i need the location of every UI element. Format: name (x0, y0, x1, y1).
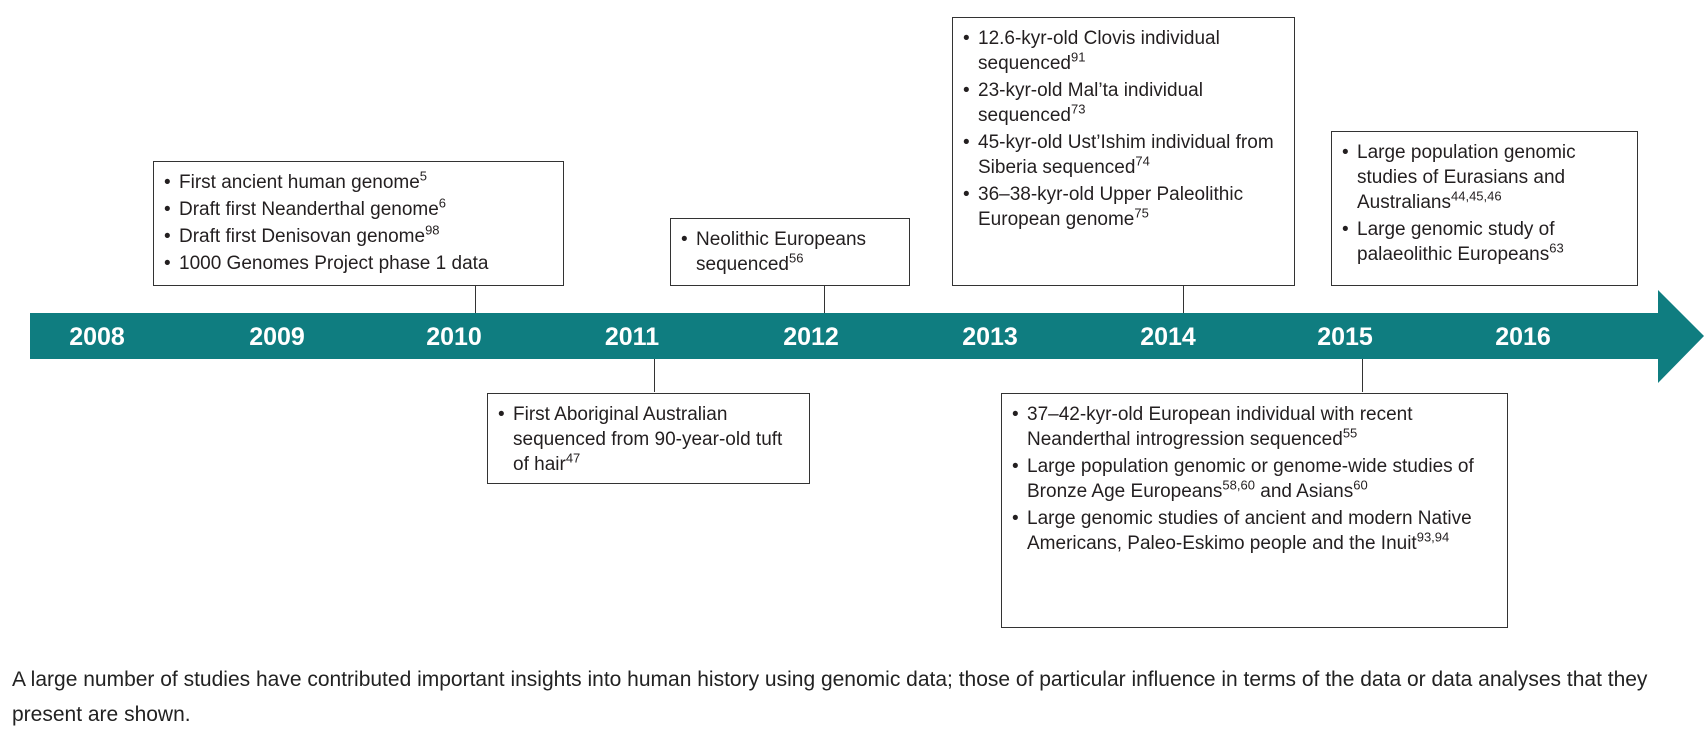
timeline-arrow (30, 290, 1704, 383)
event-box-2010: First ancient human genome5 Draft first … (153, 161, 564, 286)
event-item: 1000 Genomes Project phase 1 data (164, 251, 555, 276)
event-item: Large genomic studies of ancient and mod… (1012, 506, 1499, 556)
connector-2014 (1183, 286, 1184, 313)
event-box-2015: 37–42-kyr-old European individual with r… (1001, 393, 1508, 628)
connector-2015 (1362, 359, 1363, 392)
year-label-2012: 2012 (783, 323, 839, 351)
year-label-2008: 2008 (69, 323, 125, 351)
year-label-2015: 2015 (1317, 323, 1373, 351)
timeline-arrow-body (30, 290, 1704, 383)
event-item: 23-kyr-old Mal’ta individual sequenced73 (963, 78, 1286, 128)
year-label-2014: 2014 (1140, 323, 1196, 351)
year-label-2010: 2010 (426, 323, 482, 351)
event-item: Large population genomic studies of Eura… (1342, 140, 1629, 215)
event-box-2012: Neolithic Europeans sequenced56 (670, 218, 910, 286)
event-box-2016: Large population genomic studies of Eura… (1331, 131, 1638, 286)
event-item: 37–42-kyr-old European individual with r… (1012, 402, 1499, 452)
event-box-2014: 12.6-kyr-old Clovis individual sequenced… (952, 17, 1295, 286)
event-item: Draft first Neanderthal genome6 (164, 197, 555, 222)
event-item: 36–38-kyr-old Upper Paleolithic European… (963, 182, 1286, 232)
event-box-2011: First Aboriginal Australian sequenced fr… (487, 393, 810, 484)
event-item: 12.6-kyr-old Clovis individual sequenced… (963, 26, 1286, 76)
figure-caption: A large number of studies have contribut… (12, 668, 1648, 726)
event-item: Large population genomic or genome-wide … (1012, 454, 1499, 504)
year-label-2009: 2009 (249, 323, 305, 351)
event-item: 45-kyr-old Ust’Ishim individual from Sib… (963, 130, 1286, 180)
event-item: Large genomic study of palaeolithic Euro… (1342, 217, 1629, 267)
event-item: First Aboriginal Australian sequenced fr… (498, 402, 801, 477)
connector-2012 (824, 286, 825, 313)
event-item: Neolithic Europeans sequenced56 (681, 227, 901, 277)
connector-2011 (654, 359, 655, 392)
year-label-2016: 2016 (1495, 323, 1551, 351)
year-label-2011: 2011 (604, 323, 660, 351)
connector-2010 (475, 286, 476, 313)
year-label-2013: 2013 (962, 323, 1018, 351)
event-item: First ancient human genome5 (164, 170, 555, 195)
event-item: Draft first Denisovan genome98 (164, 224, 555, 249)
